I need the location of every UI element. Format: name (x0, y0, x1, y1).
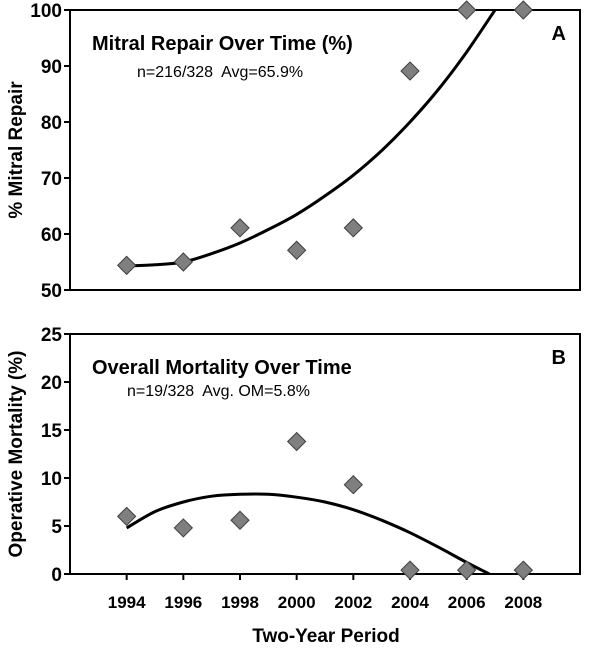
panel-b-data-point (173, 518, 194, 538)
x-tick-label: 2006 (448, 593, 486, 612)
panel-b-y-tick-label: 5 (51, 517, 62, 538)
panel-a-y-tick-label: 70 (41, 169, 62, 190)
panel-b-y-tick-label: 0 (51, 565, 62, 586)
panel-b-plot-frame (69, 333, 581, 575)
panel-a-data-point (456, 0, 477, 20)
panel-b-trendline (125, 492, 490, 574)
panel-a-y-axis-label: % Mitral Repair (6, 81, 27, 219)
panel-b-data-points (116, 431, 534, 580)
panel-b-subtitle: n=19/328 Avg. OM=5.8% (127, 383, 310, 400)
panel-b-y-tick-label: 15 (41, 421, 63, 442)
panel-b-data-point (400, 560, 420, 580)
x-tick-label: 2000 (278, 593, 316, 612)
panel-a-y-tick-label: 50 (41, 281, 62, 302)
panel-b-data-point (456, 560, 477, 580)
panel-a-data-point (343, 218, 364, 238)
x-tick-label: 2002 (334, 593, 372, 612)
panel-b-title: Overall Mortality Over Time (92, 357, 352, 379)
x-axis-label: Two-Year Period (252, 626, 399, 647)
panel-a-y-tick-label: 60 (41, 225, 62, 246)
panel-a-y-axis: 50 60 70 80 90 100 (30, 1, 70, 302)
panel-a-data-point (513, 0, 534, 20)
x-tick-label: 2004 (391, 593, 429, 612)
panel-a-plot-frame (69, 9, 581, 291)
panel-a-data-point (400, 61, 420, 81)
panel-a-y-tick-label: 90 (41, 57, 62, 78)
panel-a-data-point (230, 218, 250, 238)
panel-a-subtitle: n=216/328 Avg=65.9% (137, 64, 303, 81)
x-axis: 1994 1996 1998 2000 2002 2004 2006 2008 (108, 574, 542, 612)
panel-b-trendline-group (125, 492, 490, 574)
panel-b-data-point (230, 510, 250, 530)
panel-a-y-tick-label: 100 (30, 1, 62, 22)
panel-b-letter: B (552, 347, 566, 369)
panel-a-data-points (116, 0, 534, 276)
panel-a-data-point (173, 252, 194, 272)
panel-b-y-tick-label: 20 (41, 373, 62, 394)
panel-a-letter: A (552, 23, 566, 45)
panel-b-data-point (116, 506, 137, 527)
panel-b-data-point (513, 560, 534, 580)
x-tick-label: 1994 (108, 593, 146, 612)
panel-a-data-point (286, 240, 307, 260)
panel-a-title: Mitral Repair Over Time (%) (92, 33, 353, 55)
panel-a-mitral-repair: 50 60 70 80 90 100 Mitral Repair Over Time (%… (6, 0, 581, 302)
panel-b-data-point (343, 475, 364, 495)
panel-b-y-axis-label: Operative Mortality (%) (6, 351, 27, 558)
x-tick-label: 2008 (504, 593, 542, 612)
panel-a-y-tick-label: 80 (41, 113, 62, 134)
panel-b-operative-mortality: 0 5 10 15 20 25 1994 1996 1998 2000 2002 2004 2006 2… (6, 325, 581, 612)
x-tick-label: 1996 (164, 593, 202, 612)
panel-b-y-axis: 0 5 10 15 20 25 (41, 325, 70, 586)
panel-b-y-tick-label: 10 (41, 469, 62, 490)
panel-b-y-tick-label: 25 (41, 325, 63, 346)
panel-b-data-point (286, 431, 307, 452)
x-tick-label: 1998 (221, 593, 259, 612)
panel-a-data-point (116, 255, 137, 276)
